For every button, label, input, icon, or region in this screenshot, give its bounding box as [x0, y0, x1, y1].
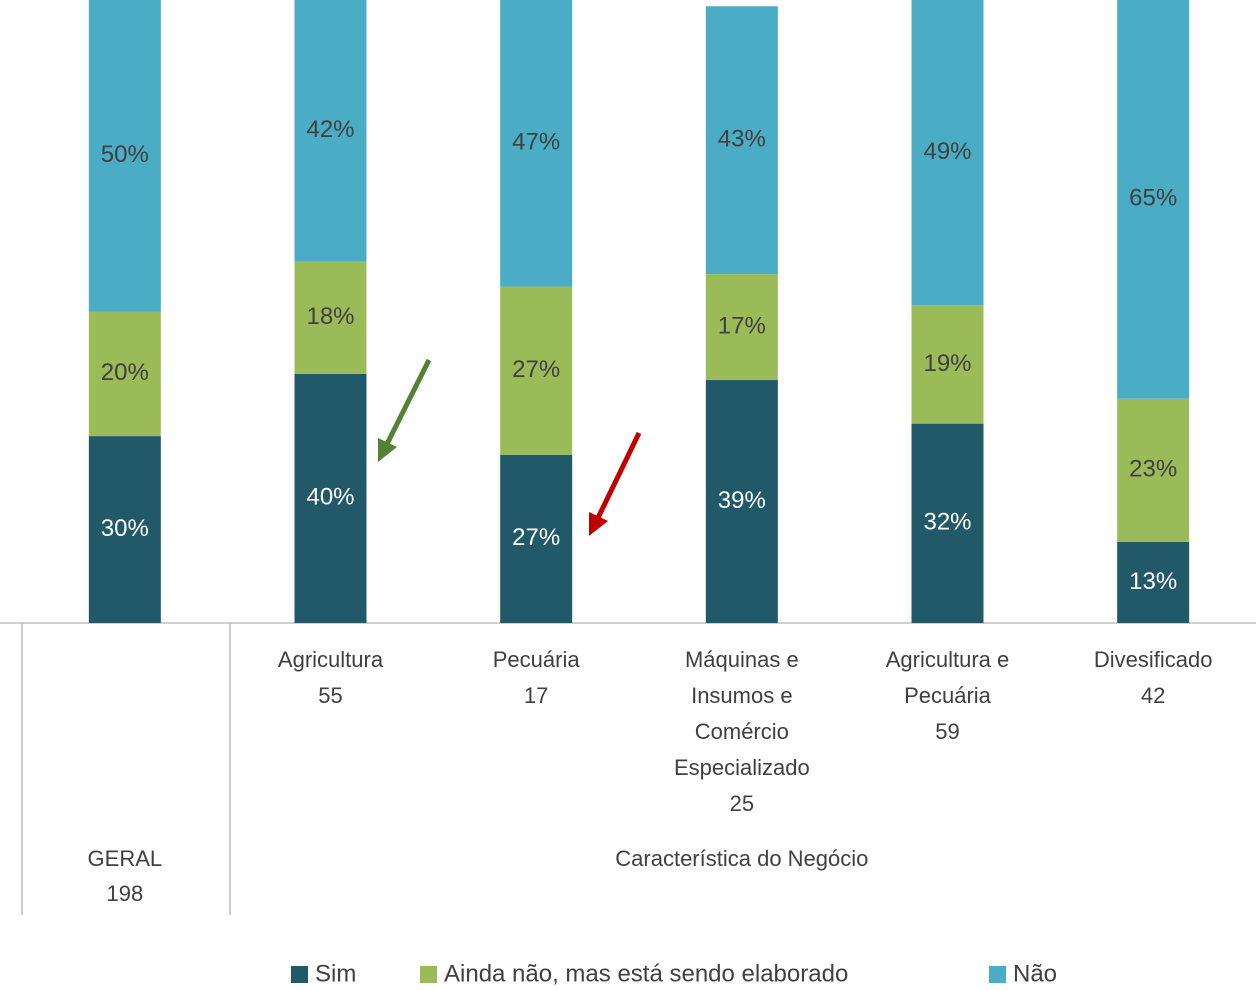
bar-segment [705, 6, 778, 275]
data-label: 20% [101, 359, 149, 386]
bar-segment [705, 380, 778, 623]
group-label: 198 [106, 881, 143, 906]
data-label: 17% [718, 312, 766, 339]
bar-segment [88, 0, 161, 312]
data-label: 32% [923, 509, 971, 536]
x-tick-label: Especializado [674, 755, 810, 780]
data-label: 50% [101, 141, 149, 168]
x-tick-label: 25 [730, 791, 754, 816]
annotation-arrow-red [589, 431, 642, 536]
x-tick-label: 42 [1141, 683, 1165, 708]
bar-segment [88, 311, 161, 437]
bar-segment [1117, 0, 1190, 399]
data-label: 23% [1129, 456, 1177, 483]
data-label: 40% [306, 484, 354, 511]
x-tick-label: Pecuária [904, 683, 992, 708]
bar-segment [911, 423, 984, 623]
legend-label: Ainda não, mas está sendo elaborado [444, 960, 848, 987]
x-tick-label: Agricultura [278, 647, 384, 672]
bar-segment [294, 373, 367, 623]
group-label: GERAL [88, 846, 163, 871]
x-tick-label: 17 [524, 683, 548, 708]
data-label: 19% [923, 350, 971, 377]
bar-segment [1117, 398, 1190, 543]
x-tick-label: Agricultura e [886, 647, 1010, 672]
group-label: Característica do Negócio [615, 846, 868, 871]
data-label: 47% [512, 129, 560, 156]
data-label: 39% [718, 487, 766, 514]
data-label: 43% [718, 126, 766, 153]
data-label: 30% [101, 515, 149, 542]
data-label: 49% [923, 138, 971, 165]
bar-segment [88, 436, 161, 623]
data-label: 13% [1129, 568, 1177, 595]
x-tick-label: Pecuária [493, 647, 581, 672]
bar-segment [500, 454, 573, 623]
x-tick-label: Máquinas e [685, 647, 799, 672]
data-label: 27% [512, 356, 560, 383]
legend-swatch [989, 966, 1006, 983]
bar-segment [911, 0, 984, 306]
bar-segment [294, 261, 367, 374]
data-label: 27% [512, 524, 560, 551]
data-label: 18% [306, 303, 354, 330]
data-label: 65% [1129, 185, 1177, 212]
data-label: 42% [306, 116, 354, 143]
legend-label: Não [1013, 960, 1057, 987]
x-tick-label: 55 [318, 683, 342, 708]
bar-segment [705, 274, 778, 381]
legend-swatch [291, 966, 308, 983]
x-tick-label: Comércio [695, 719, 789, 744]
annotation-arrow-green [378, 358, 432, 462]
bar-segment [294, 0, 367, 262]
bar-segment [500, 0, 573, 287]
bar-segment [500, 286, 573, 455]
legend-label: Sim [315, 960, 356, 987]
x-tick-label: 59 [935, 719, 959, 744]
x-tick-label: Divesificado [1094, 647, 1213, 672]
legend-swatch [420, 966, 437, 983]
bar-segment [911, 305, 984, 424]
x-tick-label: Insumos e [691, 683, 793, 708]
bar-segment [1117, 542, 1190, 623]
